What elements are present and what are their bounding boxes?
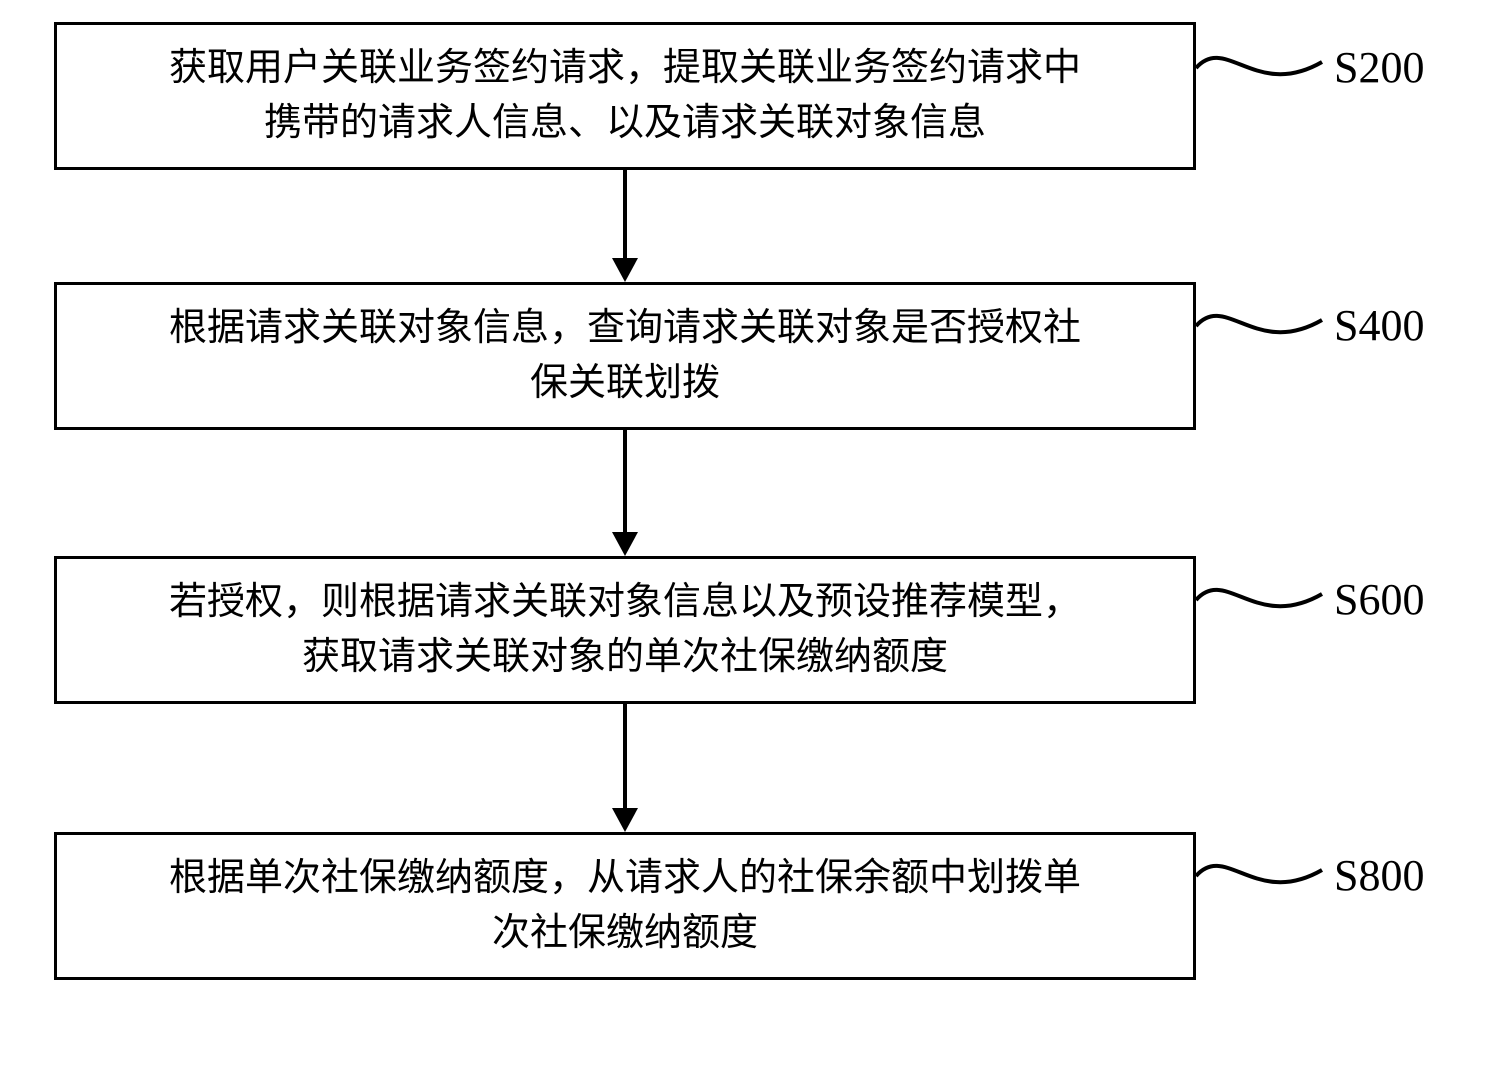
step-label-s600: S600 [1334, 574, 1424, 625]
connector-s200 [1196, 40, 1336, 100]
step-label-s800: S800 [1334, 850, 1424, 901]
arrow-s400-s600 [623, 430, 627, 534]
step-text-s200: 获取用户关联业务签约请求，提取关联业务签约请求中 携带的请求人信息、以及请求关联… [169, 41, 1081, 151]
step-box-s200: 获取用户关联业务签约请求，提取关联业务签约请求中 携带的请求人信息、以及请求关联… [54, 22, 1196, 170]
arrow-s600-s800 [623, 704, 627, 810]
arrow-head-s600-s800 [612, 808, 638, 832]
connector-s800 [1196, 848, 1336, 908]
connector-s600 [1196, 572, 1336, 632]
connector-s400 [1196, 298, 1336, 358]
arrow-head-s200-s400 [612, 258, 638, 282]
arrow-s200-s400 [623, 170, 627, 260]
step-text-s400: 根据请求关联对象信息，查询请求关联对象是否授权社 保关联划拨 [169, 301, 1081, 411]
step-text-s800: 根据单次社保缴纳额度，从请求人的社保余额中划拨单 次社保缴纳额度 [169, 851, 1081, 961]
step-text-s600: 若授权，则根据请求关联对象信息以及预设推荐模型， 获取请求关联对象的单次社保缴纳… [169, 575, 1081, 685]
flowchart-canvas: 获取用户关联业务签约请求，提取关联业务签约请求中 携带的请求人信息、以及请求关联… [0, 0, 1496, 1080]
step-label-s200: S200 [1334, 42, 1424, 93]
step-label-s400: S400 [1334, 300, 1424, 351]
step-box-s800: 根据单次社保缴纳额度，从请求人的社保余额中划拨单 次社保缴纳额度 [54, 832, 1196, 980]
arrow-head-s400-s600 [612, 532, 638, 556]
step-box-s600: 若授权，则根据请求关联对象信息以及预设推荐模型， 获取请求关联对象的单次社保缴纳… [54, 556, 1196, 704]
step-box-s400: 根据请求关联对象信息，查询请求关联对象是否授权社 保关联划拨 [54, 282, 1196, 430]
